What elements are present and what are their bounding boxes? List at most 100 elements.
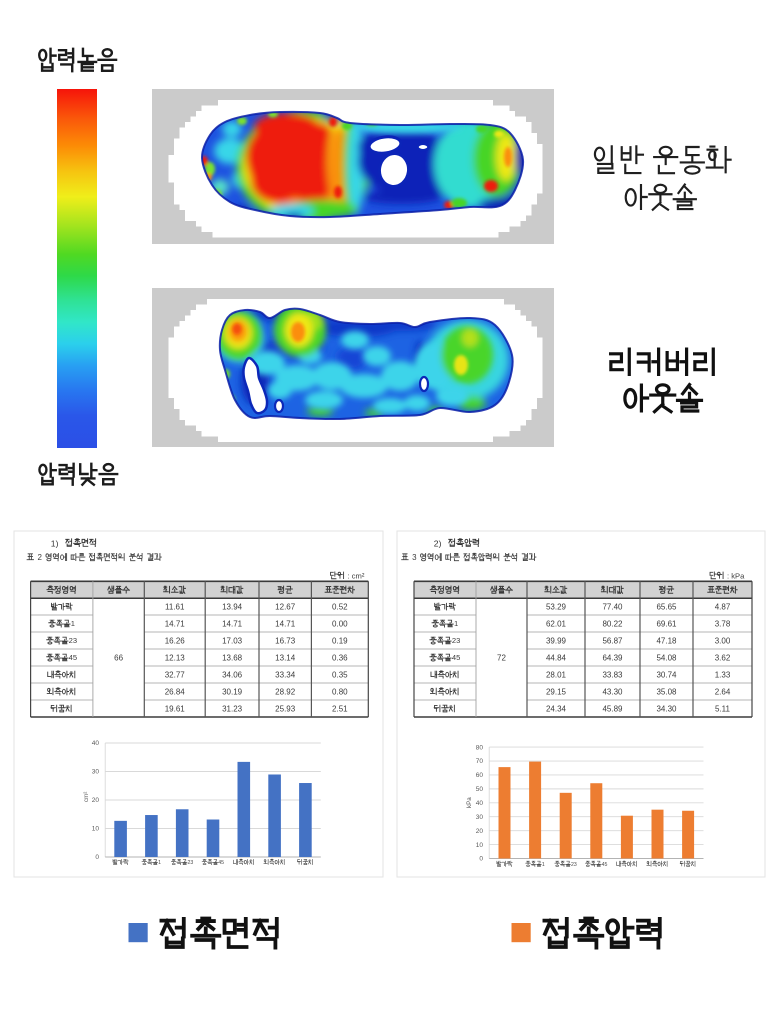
svg-text:13.68: 13.68 (222, 653, 243, 662)
svg-text:31.23: 31.23 (222, 704, 243, 713)
svg-text:3.00: 3.00 (715, 636, 731, 645)
svg-text:2: 2 (571, 862, 574, 868)
svg-text:56.87: 56.87 (602, 636, 623, 645)
svg-text:4: 4 (69, 653, 73, 662)
svg-text:1.33: 1.33 (715, 670, 731, 679)
svg-text:25.93: 25.93 (275, 704, 296, 713)
svg-text:40: 40 (92, 740, 100, 747)
svg-text:12.13: 12.13 (165, 653, 186, 662)
svg-text:0.35: 0.35 (332, 670, 348, 679)
svg-text:2: 2 (38, 553, 43, 562)
svg-text:34.06: 34.06 (222, 670, 243, 679)
svg-text:0.00: 0.00 (332, 619, 348, 628)
svg-text:1): 1) (51, 538, 59, 548)
svg-text:4: 4 (218, 860, 221, 866)
svg-text:30: 30 (92, 769, 100, 776)
svg-text:3: 3 (190, 860, 193, 866)
svg-text:14.71: 14.71 (165, 619, 186, 628)
svg-text:0: 0 (479, 856, 483, 863)
svg-text:0.36: 0.36 (332, 653, 348, 662)
svg-text:5: 5 (456, 653, 460, 662)
svg-text:54.08: 54.08 (656, 653, 677, 662)
svg-text:53.29: 53.29 (546, 603, 567, 612)
svg-text:0: 0 (95, 854, 99, 861)
svg-text:16.26: 16.26 (165, 636, 186, 645)
svg-text:cm²: cm² (83, 792, 90, 802)
svg-text:77.40: 77.40 (602, 603, 623, 612)
svg-text:kPa: kPa (466, 797, 473, 808)
svg-text:16.73: 16.73 (275, 636, 296, 645)
svg-text:39.99: 39.99 (546, 636, 567, 645)
svg-text:20: 20 (476, 828, 484, 835)
svg-text:0.52: 0.52 (332, 603, 348, 612)
svg-text:44.84: 44.84 (546, 653, 567, 662)
svg-text:70: 70 (476, 758, 484, 765)
svg-text:30: 30 (476, 814, 484, 821)
svg-text:2: 2 (187, 860, 190, 866)
svg-text:13.14: 13.14 (275, 653, 296, 662)
svg-text:4: 4 (602, 862, 605, 868)
svg-text:2.51: 2.51 (332, 704, 348, 713)
svg-text:10: 10 (476, 842, 484, 849)
svg-text:50: 50 (476, 786, 484, 793)
svg-text:24.34: 24.34 (546, 704, 567, 713)
svg-text:: kPa: : kPa (727, 571, 745, 580)
svg-text:33.34: 33.34 (275, 670, 296, 679)
svg-text:72: 72 (497, 654, 506, 663)
svg-text:1: 1 (71, 619, 75, 628)
svg-text:30.19: 30.19 (222, 687, 243, 696)
svg-text:32.77: 32.77 (165, 670, 186, 679)
svg-text:11.61: 11.61 (165, 603, 185, 612)
svg-text:2.64: 2.64 (715, 687, 731, 696)
svg-text:3: 3 (456, 636, 460, 645)
svg-text:40: 40 (476, 800, 484, 807)
svg-text:0.80: 0.80 (332, 687, 348, 696)
svg-text:33.83: 33.83 (602, 670, 623, 679)
svg-text:2: 2 (452, 636, 456, 645)
svg-text:1: 1 (542, 862, 545, 868)
svg-text:4.87: 4.87 (715, 603, 731, 612)
svg-text:12.67: 12.67 (275, 603, 296, 612)
svg-text:17.03: 17.03 (222, 636, 243, 645)
svg-text:45.89: 45.89 (602, 704, 623, 713)
svg-text:14.71: 14.71 (222, 619, 243, 628)
svg-text:3: 3 (412, 553, 417, 562)
svg-text:28.92: 28.92 (275, 687, 296, 696)
svg-text:26.84: 26.84 (165, 687, 186, 696)
svg-text:5: 5 (604, 862, 607, 868)
svg-text:13.94: 13.94 (222, 603, 243, 612)
svg-text:29.15: 29.15 (546, 687, 567, 696)
svg-text:80: 80 (476, 744, 484, 751)
svg-text:3: 3 (574, 862, 577, 868)
svg-text:1: 1 (454, 619, 458, 628)
svg-text:2: 2 (69, 636, 73, 645)
svg-text:80.22: 80.22 (602, 619, 623, 628)
svg-text:1: 1 (158, 860, 161, 866)
svg-text:5: 5 (73, 653, 77, 662)
svg-text:47.18: 47.18 (656, 636, 677, 645)
svg-text:3: 3 (73, 636, 77, 645)
svg-text:62.01: 62.01 (546, 619, 567, 628)
svg-text:30.74: 30.74 (656, 670, 677, 679)
svg-text:3.78: 3.78 (715, 619, 731, 628)
svg-text:5: 5 (221, 860, 224, 866)
svg-text:43.30: 43.30 (602, 687, 623, 696)
svg-text:64.39: 64.39 (602, 653, 623, 662)
svg-text:5.11: 5.11 (715, 704, 731, 713)
svg-text:10: 10 (92, 826, 100, 833)
svg-text:3.62: 3.62 (715, 653, 731, 662)
svg-text:20: 20 (92, 797, 100, 804)
svg-text:2): 2) (434, 538, 442, 548)
svg-text:69.61: 69.61 (656, 619, 677, 628)
svg-text:4: 4 (452, 653, 456, 662)
svg-text:34.30: 34.30 (656, 704, 677, 713)
svg-text:65.65: 65.65 (656, 603, 677, 612)
svg-text:28.01: 28.01 (546, 670, 567, 679)
svg-text:35.08: 35.08 (656, 687, 677, 696)
svg-text:: cm²: : cm² (348, 571, 365, 580)
svg-text:60: 60 (476, 772, 484, 779)
svg-text:14.71: 14.71 (275, 619, 296, 628)
svg-text:19.61: 19.61 (165, 704, 186, 713)
svg-text:66: 66 (114, 654, 123, 663)
svg-text:0.19: 0.19 (332, 636, 348, 645)
